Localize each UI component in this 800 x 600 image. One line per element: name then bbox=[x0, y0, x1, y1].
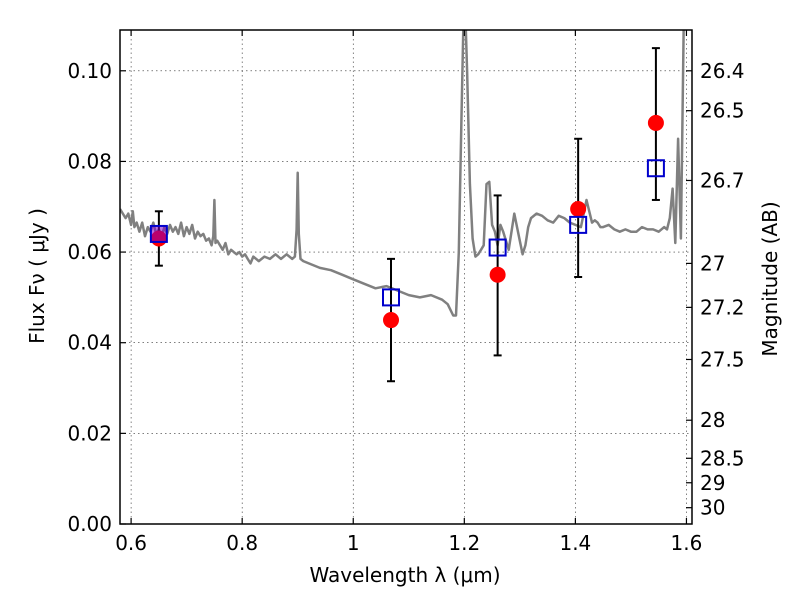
y-tick-label: 0.06 bbox=[67, 240, 112, 264]
model-spectrum-line bbox=[120, 30, 685, 317]
plot-frame bbox=[119, 29, 693, 525]
grid bbox=[120, 30, 692, 525]
y-right-tick-label: 27.2 bbox=[700, 295, 745, 319]
x-tick-label: 1.2 bbox=[448, 531, 480, 555]
model-photometry-point bbox=[569, 215, 588, 234]
model-photometry-point bbox=[149, 224, 168, 243]
model-photometry-point bbox=[382, 288, 401, 307]
observed-point bbox=[383, 312, 400, 329]
x-tick-label: 0.6 bbox=[115, 531, 147, 555]
model-photometry-point bbox=[488, 238, 507, 257]
axes-frame bbox=[119, 29, 693, 525]
plot-area bbox=[120, 30, 685, 383]
observed-point bbox=[489, 266, 506, 283]
x-tick-label: 1 bbox=[347, 531, 360, 555]
y-right-tick-label: 27 bbox=[700, 251, 725, 275]
y-right-tick-label: 28.5 bbox=[700, 446, 745, 470]
y-tick-label: 0.02 bbox=[67, 421, 112, 445]
y-right-tick-label: 30 bbox=[700, 496, 725, 520]
observed-point bbox=[570, 201, 587, 218]
y-tick-label: 0.10 bbox=[67, 59, 112, 83]
y-tick-label: 0.00 bbox=[67, 512, 112, 536]
y-right-tick-label: 28 bbox=[700, 408, 725, 432]
model-photometry-point bbox=[646, 159, 665, 178]
x-axis-label: Wavelength λ (μm) bbox=[309, 563, 500, 587]
observed-point bbox=[647, 114, 664, 131]
y-axis-right-label: Magnitude (AB) bbox=[758, 201, 782, 356]
x-tick-label: 1.6 bbox=[671, 531, 703, 555]
y-right-tick-label: 26.5 bbox=[700, 99, 745, 123]
x-tick-label: 0.8 bbox=[226, 531, 258, 555]
y-right-tick-label: 26.4 bbox=[700, 59, 745, 83]
y-right-tick-label: 26.7 bbox=[700, 168, 745, 192]
y-right-tick-label: 29 bbox=[700, 471, 725, 495]
ticks: 0.6 0.8 1 1.2 1.4 1.6 0.00 0.02 0.04 0.06 0.08 0.10… bbox=[67, 30, 745, 555]
y-tick-label: 0.04 bbox=[67, 331, 112, 355]
x-tick-label: 1.4 bbox=[559, 531, 591, 555]
y-right-tick-label: 27.5 bbox=[700, 347, 745, 371]
y-axis-label: Flux Fν ( μJy ) bbox=[25, 208, 49, 344]
y-tick-label: 0.08 bbox=[67, 149, 112, 173]
